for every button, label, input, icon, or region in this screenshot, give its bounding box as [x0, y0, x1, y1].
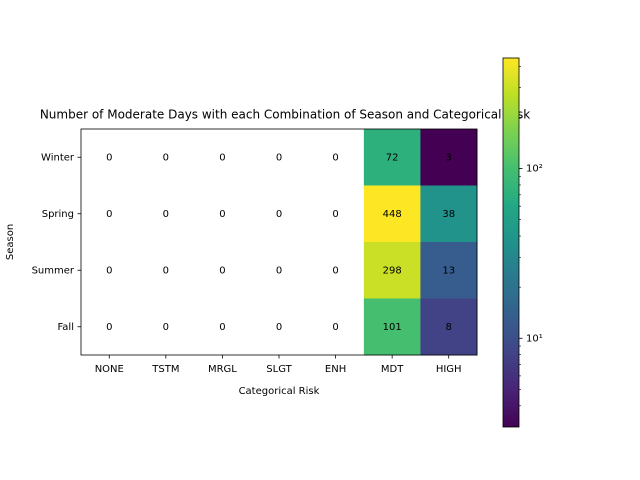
heatmap-cell — [363, 185, 421, 243]
heatmap-cell — [420, 185, 478, 243]
x-tick-label: SLGT — [266, 364, 292, 375]
cell-label: 0 — [276, 265, 282, 276]
cell-label: 13 — [442, 265, 455, 276]
heatmap-cell — [81, 185, 139, 243]
cell-label: 101 — [383, 322, 402, 333]
heatmap-cell — [307, 298, 365, 356]
heatmap-cell — [250, 298, 308, 356]
heatmap-cell — [363, 242, 421, 299]
y-axis-label: Season — [5, 224, 16, 260]
cell-label: 3 — [446, 152, 452, 163]
heatmap-cell — [81, 298, 139, 356]
cell-label: 0 — [276, 209, 282, 220]
cell-label: 0 — [106, 265, 112, 276]
x-tick-label: NONE — [95, 364, 124, 375]
heatmap-cell — [307, 129, 365, 186]
cell-label: 38 — [442, 209, 455, 220]
heatmap-cell — [307, 185, 365, 243]
heatmap-cell — [137, 298, 195, 356]
cell-label: 448 — [383, 209, 402, 220]
cell-label: 0 — [219, 322, 225, 333]
cell-label: 8 — [446, 322, 452, 333]
x-tick-label: MRGL — [208, 364, 237, 375]
cell-label: 0 — [106, 152, 112, 163]
heatmap-cell — [194, 129, 252, 186]
heatmap-cell — [81, 129, 139, 186]
heatmap-cell — [420, 298, 478, 356]
cell-label: 0 — [106, 322, 112, 333]
heatmap-cell — [137, 185, 195, 243]
heatmap-cell — [194, 185, 252, 243]
cell-label: 0 — [276, 322, 282, 333]
x-axis-label: Categorical Risk — [239, 386, 320, 397]
cell-label: 0 — [219, 265, 225, 276]
x-tick-label: HIGH — [436, 364, 462, 375]
heatmap-cell — [137, 129, 195, 186]
colorbar — [502, 57, 520, 428]
cell-label: 0 — [106, 209, 112, 220]
heatmap-cell — [81, 242, 139, 299]
cell-label: 0 — [332, 322, 338, 333]
cell-label: 0 — [332, 152, 338, 163]
heatmap-cell — [194, 242, 252, 299]
cell-label: 0 — [163, 209, 169, 220]
cell-label: 298 — [383, 265, 402, 276]
y-tick-label: Winter — [41, 152, 75, 163]
cell-label: 0 — [219, 152, 225, 163]
cell-label: 0 — [219, 209, 225, 220]
cell-label: 0 — [163, 152, 169, 163]
cell-label: 0 — [332, 209, 338, 220]
heatmap-cell — [194, 298, 252, 356]
colorbar-tick-label: 10² — [526, 164, 543, 175]
y-tick-label: Spring — [42, 209, 74, 220]
cell-label: 0 — [163, 265, 169, 276]
heatmap-cell — [420, 242, 478, 299]
heatmap-cell — [307, 242, 365, 299]
heatmap-cell — [250, 185, 308, 243]
heatmap-cell — [250, 129, 308, 186]
cell-label: 0 — [163, 322, 169, 333]
y-tick-label: Fall — [57, 322, 74, 333]
x-tick-label: MDT — [381, 364, 404, 375]
cell-label: 0 — [276, 152, 282, 163]
heatmap-cell — [137, 242, 195, 299]
heatmap-cell — [420, 129, 478, 186]
chart-title: Number of Moderate Days with each Combin… — [40, 108, 530, 122]
x-tick-label: TSTM — [151, 364, 179, 375]
y-tick-label: Summer — [32, 265, 75, 276]
cell-label: 0 — [332, 265, 338, 276]
cell-label: 72 — [386, 152, 399, 163]
heatmap-cell — [363, 298, 421, 356]
heatmap-cell — [363, 129, 421, 186]
heatmap-cell — [250, 242, 308, 299]
colorbar-tick-label: 10¹ — [526, 333, 543, 344]
x-tick-label: ENH — [325, 364, 346, 375]
